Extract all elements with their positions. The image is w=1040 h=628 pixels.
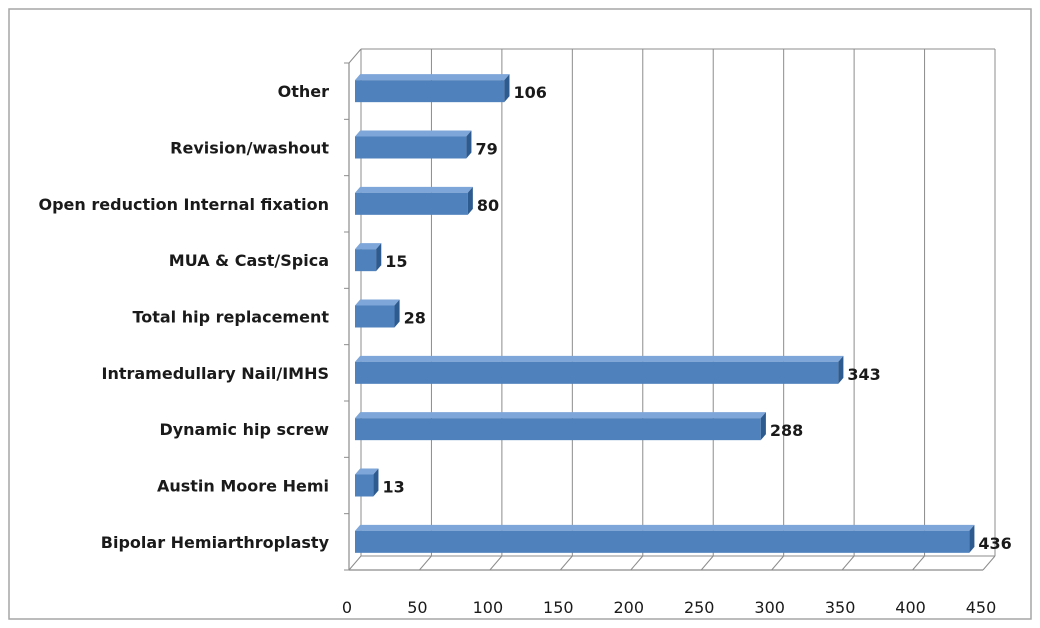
data-label-2: 288 (770, 421, 803, 440)
bar-top-6 (355, 186, 473, 193)
data-label-0: 436 (978, 534, 1011, 553)
bar-end-2 (760, 412, 766, 441)
data-label-3: 343 (847, 365, 880, 384)
x-tick-label-6: 300 (754, 598, 785, 617)
labels: 0 50 100 150 200 250 300 350 400 450 Bipolar Hemia… (39, 82, 1012, 617)
floor-tick-9 (982, 555, 996, 571)
bar-0 (355, 530, 970, 553)
floor-tick-7 (841, 555, 855, 571)
x-tick-label-2: 100 (473, 598, 504, 617)
bar-6 (355, 192, 468, 215)
floor-tick-6 (771, 555, 785, 571)
floor-tick-8 (912, 555, 925, 571)
data-label-5: 15 (385, 252, 407, 271)
x-tick-label-3: 150 (543, 598, 574, 617)
category-label-5: MUA & Cast/Spica (169, 251, 329, 270)
data-label-4: 28 (404, 309, 426, 328)
bar-1 (355, 474, 374, 497)
x-tick-label-9: 450 (966, 598, 997, 617)
bar-end-4 (394, 299, 400, 328)
x-tick-label-4: 200 (614, 598, 645, 617)
bar-end-1 (373, 468, 379, 497)
category-label-4: Total hip replacement (132, 308, 329, 327)
x-tick-label-1: 50 (407, 598, 427, 617)
chart-border (8, 8, 1032, 620)
category-label-0: Bipolar Hemiarthroplasty (101, 533, 330, 552)
bar-top-3 (355, 355, 844, 362)
side-wall-top (348, 48, 362, 64)
bar-top-5 (355, 243, 382, 250)
category-label-3: Intramedullary Nail/IMHS (102, 364, 330, 383)
data-label-1: 13 (382, 478, 404, 497)
bar-3 (355, 361, 839, 384)
bars (355, 74, 975, 553)
category-label-1: Austin Moore Hemi (157, 477, 329, 496)
bar-top-4 (355, 299, 400, 306)
bar-8 (355, 80, 505, 103)
bar-7 (355, 136, 467, 159)
bar-end-3 (838, 355, 844, 384)
category-label-2: Dynamic hip screw (159, 420, 329, 439)
data-label-8: 106 (513, 83, 546, 102)
data-label-7: 79 (475, 140, 497, 159)
floor-tick-2 (489, 555, 503, 571)
category-label-8: Other (278, 82, 329, 101)
x-tick-label-0: 0 (342, 598, 352, 617)
x-tick-label-7: 350 (825, 598, 856, 617)
bar-top-0 (355, 524, 975, 531)
data-label-6: 80 (477, 196, 499, 215)
bar-end-7 (466, 130, 472, 159)
bar-4 (355, 305, 395, 328)
bar-2 (355, 418, 761, 441)
floor-tick-4 (630, 555, 644, 571)
floor-tick-1 (419, 555, 432, 571)
bar-top-8 (355, 74, 510, 81)
bar-top-1 (355, 468, 379, 475)
bar-top-7 (355, 130, 472, 137)
floor-tick-5 (700, 555, 714, 571)
floor-tick-0 (348, 555, 362, 571)
bar-end-0 (969, 524, 975, 553)
bar-top-2 (355, 412, 766, 419)
bar-end-8 (504, 74, 510, 103)
bar-end-6 (467, 186, 473, 215)
x-tick-label-5: 250 (684, 598, 715, 617)
category-label-6: Open reduction Internal fixation (39, 195, 330, 214)
category-label-7: Revision/washout (170, 139, 329, 158)
floor-tick-3 (559, 555, 573, 571)
bar-end-5 (376, 243, 382, 272)
bar-5 (355, 249, 377, 272)
x-tick-label-8: 400 (895, 598, 926, 617)
